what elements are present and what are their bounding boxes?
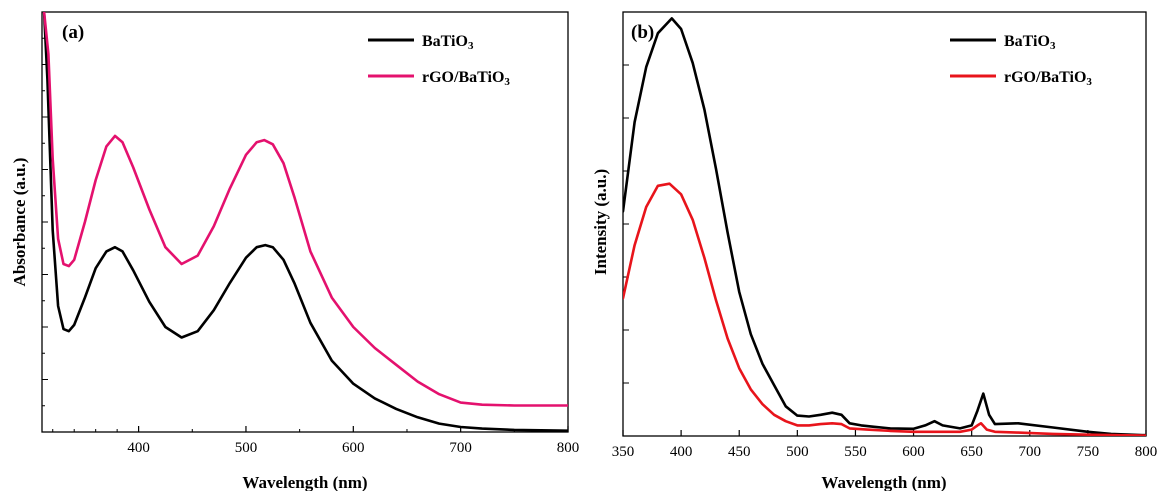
panel-a-legend-label-batio3: BaTiO3	[422, 33, 474, 52]
x-tick-label: 800	[1135, 444, 1158, 460]
panel-a-series	[42, 12, 568, 432]
panel-a-label: (a)	[62, 22, 84, 43]
x-tick-label: 400	[670, 444, 693, 460]
panel-a-legend-label-rgo-batio3: rGO/BaTiO3	[422, 69, 510, 88]
panel-b-y-axis-label: Intensity (a.u.)	[591, 169, 610, 275]
x-tick-label: 500	[235, 440, 258, 456]
panel-b-ticks: 350 400 450 500 550 600 650 700 750 800	[612, 64, 1158, 460]
x-tick-label: 600	[342, 440, 365, 456]
x-tick-label: 700	[449, 440, 472, 456]
panel-b-label: (b)	[631, 22, 654, 43]
x-tick-label: 600	[902, 444, 925, 460]
panel-b-x-axis-label: Wavelength (nm)	[821, 473, 946, 491]
x-tick-label: 350	[612, 444, 635, 460]
x-tick-label: 650	[960, 444, 983, 460]
panel-b-series	[623, 17, 1146, 436]
x-tick-label: 500	[786, 444, 809, 460]
series-line-batio3	[623, 17, 1146, 436]
series-line-rgo-batio3	[42, 12, 568, 407]
panel-b-legend: BaTiO3 rGO/BaTiO3	[950, 33, 1092, 88]
x-tick-label: 700	[1019, 444, 1042, 460]
x-tick-label: 750	[1077, 444, 1100, 460]
series-line-batio3	[42, 12, 568, 432]
series-line-rgo-batio3	[623, 182, 1146, 436]
x-tick-label: 450	[728, 444, 751, 460]
panel-a-legend: BaTiO3 rGO/BaTiO3	[368, 33, 510, 88]
x-tick-label: 800	[557, 440, 580, 456]
panel-b: 350 400 450 500 550 600 650 700 750 800 (b) Wavel…	[591, 11, 1158, 491]
x-tick-label: 550	[844, 444, 867, 460]
panel-a-y-axis-label: Absorbance (a.u.)	[10, 158, 29, 287]
panel-a: 400 500 600 700 800 (a) Wavelength (nm) Abso…	[10, 11, 580, 491]
panel-a-x-axis-label: Wavelength (nm)	[242, 473, 367, 491]
x-tick-label: 400	[127, 440, 150, 456]
panel-a-ticks: 400 500 600 700 800	[42, 37, 580, 456]
panel-b-legend-label-batio3: BaTiO3	[1004, 33, 1056, 52]
panel-b-legend-label-rgo-batio3: rGO/BaTiO3	[1004, 69, 1092, 88]
